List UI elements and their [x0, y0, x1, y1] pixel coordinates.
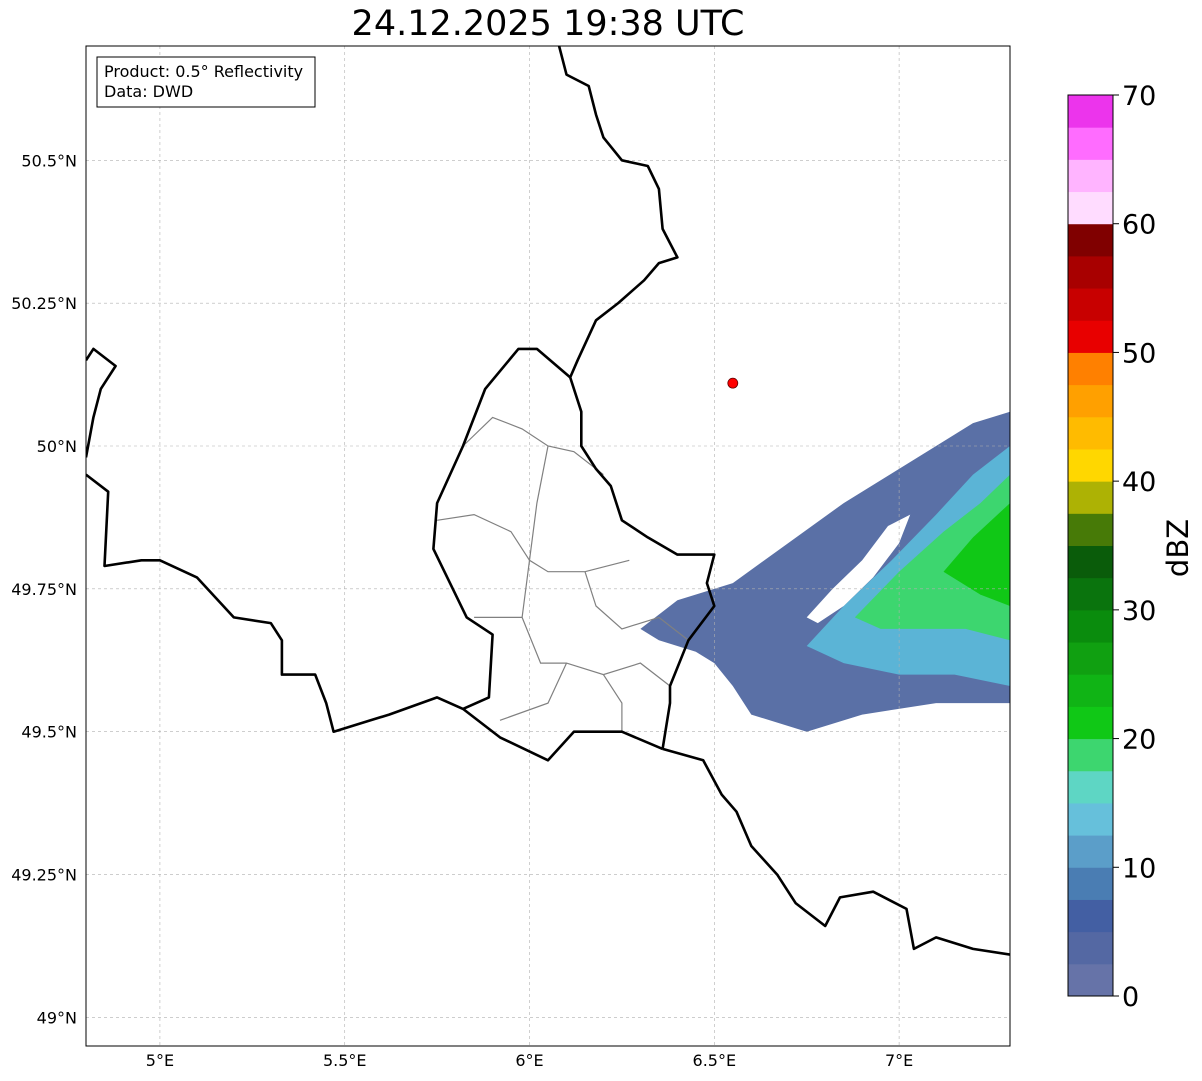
- colorbar-segment: [1068, 255, 1113, 289]
- longitude-tick-label: 6°E: [515, 1051, 543, 1070]
- colorbar-segment: [1068, 127, 1113, 160]
- colorbar-segment: [1068, 899, 1113, 933]
- colorbar-segment: [1068, 642, 1113, 675]
- colorbar-segment: [1068, 223, 1113, 257]
- latitude-tick-label: 49.5°N: [21, 723, 77, 742]
- longitude-tick-label: 7°E: [885, 1051, 913, 1070]
- longitude-tick-label: 6.5°E: [693, 1051, 737, 1070]
- colorbar-segment: [1068, 674, 1113, 707]
- reflectivity-area-heavy: [943, 503, 1010, 606]
- colorbar-tick-label: 70: [1122, 81, 1156, 112]
- map-title: 24.12.2025 19:38 UTC: [351, 4, 745, 44]
- colorbar-segment: [1068, 706, 1113, 740]
- colorbar-segment: [1068, 448, 1113, 482]
- info-data-source: Data: DWD: [104, 82, 193, 101]
- colorbar-label: dBZ: [1161, 519, 1195, 577]
- border-france-germany: [662, 747, 1010, 956]
- colorbar-segment: [1068, 513, 1113, 546]
- border-germany-west: [557, 46, 716, 750]
- border-belgium-nl: [86, 347, 117, 458]
- colorbar-segment: [1068, 95, 1113, 128]
- colorbar-segment: [1068, 288, 1113, 321]
- colorbar-tick-label: 50: [1122, 338, 1156, 369]
- colorbar-tick-label: 0: [1122, 982, 1139, 1013]
- longitude-tick-label: 5°E: [146, 1051, 174, 1070]
- colorbar-segment: [1068, 963, 1113, 997]
- colorbar-segment: [1068, 738, 1113, 772]
- latitude-tick-label: 49°N: [37, 1008, 77, 1027]
- latitude-ticks: 50.5°N 50.25°N 50°N 49.75°N 49.5°N 49.25°N 49°…: [11, 151, 77, 1027]
- reflectivity-area-strong: [854, 474, 1010, 641]
- longitude-ticks: 5°E 5.5°E 6°E 6.5°E 7°E: [146, 1051, 913, 1070]
- info-product: Product: 0.5° Reflectivity: [104, 62, 303, 81]
- colorbar-segment: [1068, 159, 1113, 193]
- latitude-tick-label: 50°N: [37, 437, 77, 456]
- colorbar-tick-label: 40: [1122, 467, 1156, 498]
- latitude-tick-label: 50.5°N: [21, 151, 77, 170]
- colorbar-segment: [1068, 577, 1113, 611]
- country-borders: [86, 46, 1010, 956]
- radar-site-layer: [727, 377, 739, 389]
- colorbar-segment: [1068, 802, 1113, 836]
- colorbar-segment: [1068, 545, 1113, 579]
- info-box: Product: 0.5° Reflectivity Data: DWD: [96, 56, 316, 108]
- colorbar-segment: [1068, 931, 1113, 965]
- colorbar-ticks: 0 10 20 30 40 50 60 70: [1113, 81, 1156, 1013]
- radar-site-marker: [727, 377, 739, 389]
- canton-boundary: [528, 445, 630, 573]
- colorbar-segment: [1068, 384, 1113, 418]
- colorbar-segment: [1068, 770, 1113, 804]
- longitude-tick-label: 5.5°E: [323, 1051, 367, 1070]
- latitude-tick-label: 49.25°N: [11, 866, 77, 885]
- canton-boundary: [437, 513, 531, 561]
- latitude-tick-label: 50.25°N: [11, 294, 77, 313]
- info-box-frame: [96, 56, 316, 108]
- colorbar-frame: [1067, 94, 1114, 997]
- canton-boundaries: [437, 416, 689, 732]
- colorbar-tick-label: 30: [1122, 596, 1156, 627]
- reflectivity-area-gap: [806, 514, 911, 624]
- colorbar-segment: [1068, 416, 1113, 450]
- canton-boundary: [602, 674, 623, 732]
- colorbar-segment: [1068, 352, 1113, 386]
- map-frame: [85, 45, 1011, 1047]
- colorbar: [1068, 95, 1113, 997]
- border-lux-west: [432, 347, 664, 762]
- colorbar-tick-label: 10: [1122, 853, 1156, 884]
- colorbar-segment: [1068, 609, 1113, 643]
- reflectivity-layer: [640, 411, 1010, 732]
- colorbar-segment: [1068, 835, 1113, 868]
- border-belgium-france: [86, 473, 464, 734]
- colorbar-segment: [1068, 481, 1113, 514]
- colorbar-tick-label: 20: [1122, 725, 1156, 756]
- graticule: [86, 46, 1010, 1046]
- latitude-tick-label: 49.75°N: [11, 580, 77, 599]
- canton-boundary: [499, 662, 568, 721]
- canton-boundary: [584, 571, 689, 641]
- colorbar-segment: [1068, 320, 1113, 353]
- canton-boundary: [462, 416, 604, 476]
- colorbar-segment: [1068, 867, 1113, 900]
- colorbar-segment: [1068, 191, 1113, 225]
- colorbar-tick-label: 60: [1122, 210, 1156, 241]
